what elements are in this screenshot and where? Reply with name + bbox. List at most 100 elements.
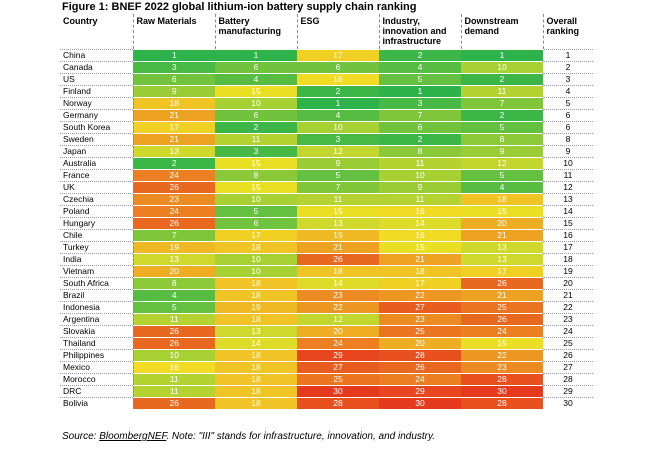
score-cell-battery-manufacturing: 18 (215, 349, 297, 362)
score-cell-downstream-demand: 13 (461, 241, 543, 254)
table-row: Finland 9 15 2 1 11 4 (60, 85, 593, 98)
table-row: Japan 13 3 12 8 9 9 (60, 145, 593, 158)
overall-rank-cell: 27 (543, 361, 593, 374)
score-cell-raw-materials: 26 (133, 337, 215, 350)
score-cell-esg: 22 (297, 301, 379, 314)
score-cell-raw-materials: 5 (133, 301, 215, 314)
table-row: Thailand 26 14 24 20 15 25 (60, 337, 593, 350)
overall-rank-cell: 29 (543, 385, 593, 398)
score-cell-raw-materials: 2 (133, 157, 215, 170)
country-cell-bolivia: Bolivia (60, 397, 134, 409)
score-cell-raw-materials: 6 (133, 73, 215, 86)
score-cell-battery-manufacturing: 1 (215, 49, 297, 62)
score-cell-industry-innovation: 27 (379, 301, 461, 314)
score-cell-downstream-demand: 12 (461, 157, 543, 170)
country-cell-drc: DRC (60, 385, 134, 398)
score-cell-downstream-demand: 17 (461, 265, 543, 278)
header-downstream-demand: Downstream demand (461, 14, 544, 50)
overall-rank-cell: 15 (543, 217, 593, 230)
table-row: China 1 1 17 2 1 1 (60, 49, 593, 62)
country-cell-poland: Poland (60, 205, 134, 218)
score-cell-esg: 17 (297, 49, 379, 62)
country-cell-philippines: Philippines (60, 349, 134, 362)
country-cell-argentina: Argentina (60, 313, 134, 326)
overall-rank-cell: 3 (543, 73, 593, 86)
score-cell-battery-manufacturing: 6 (215, 61, 297, 74)
table-row: Sweden 21 11 3 2 8 8 (60, 133, 593, 146)
score-cell-raw-materials: 11 (133, 373, 215, 386)
score-cell-battery-manufacturing: 10 (215, 253, 297, 266)
score-cell-battery-manufacturing: 4 (215, 73, 297, 86)
score-cell-downstream-demand: 5 (461, 169, 543, 182)
score-cell-esg: 5 (297, 169, 379, 182)
score-cell-raw-materials: 24 (133, 169, 215, 182)
table-row: Norway 18 10 1 3 7 5 (60, 97, 593, 110)
score-cell-industry-innovation: 25 (379, 325, 461, 338)
country-cell-japan: Japan (60, 145, 134, 158)
country-cell-slovakia: Slovakia (60, 325, 134, 338)
score-cell-raw-materials: 1 (133, 49, 215, 62)
score-cell-downstream-demand: 4 (461, 181, 543, 194)
score-cell-esg: 14 (297, 277, 379, 290)
score-cell-esg: 9 (297, 157, 379, 170)
score-cell-battery-manufacturing: 15 (215, 157, 297, 170)
score-cell-esg: 19 (297, 229, 379, 242)
country-cell-mexico: Mexico (60, 361, 134, 374)
score-cell-industry-innovation: 9 (379, 181, 461, 194)
overall-rank-cell: 11 (543, 169, 593, 182)
score-cell-raw-materials: 11 (133, 385, 215, 398)
score-cell-raw-materials: 16 (133, 361, 215, 374)
score-cell-downstream-demand: 30 (461, 385, 543, 398)
score-cell-esg: 27 (297, 361, 379, 374)
overall-rank-cell: 14 (543, 205, 593, 218)
country-cell-finland: Finland (60, 85, 134, 98)
score-cell-esg: 6 (297, 61, 379, 74)
table-row: France 24 8 5 10 5 11 (60, 169, 593, 182)
score-cell-raw-materials: 13 (133, 253, 215, 266)
score-cell-esg: 2 (297, 85, 379, 98)
score-cell-industry-innovation: 20 (379, 337, 461, 350)
table-row: Canada 3 6 6 4 10 2 (60, 61, 593, 74)
header-row: Country Raw Materials Battery manufactur… (60, 14, 593, 50)
overall-rank-cell: 23 (543, 313, 593, 326)
score-cell-raw-materials: 26 (133, 217, 215, 230)
figure-title: Figure 1: BNEF 2022 global lithium-ion b… (62, 1, 417, 13)
table-row: Bolivia 26 18 28 30 28 30 (60, 397, 593, 409)
score-cell-downstream-demand: 11 (461, 85, 543, 98)
table-row: Czechia 23 10 11 11 18 13 (60, 193, 593, 206)
score-cell-raw-materials: 9 (133, 85, 215, 98)
score-cell-industry-innovation: 2 (379, 133, 461, 146)
score-cell-battery-manufacturing: 11 (215, 133, 297, 146)
score-cell-esg: 16 (297, 73, 379, 86)
score-cell-industry-innovation: 18 (379, 265, 461, 278)
country-cell-france: France (60, 169, 134, 182)
score-cell-raw-materials: 7 (133, 229, 215, 242)
table-row: UK 26 15 7 9 4 12 (60, 181, 593, 194)
score-cell-downstream-demand: 7 (461, 97, 543, 110)
score-cell-battery-manufacturing: 18 (215, 289, 297, 302)
country-cell-china: China (60, 49, 134, 62)
table-row: Philippines 10 18 29 28 22 26 (60, 349, 593, 362)
score-cell-downstream-demand: 26 (461, 277, 543, 290)
overall-rank-cell: 6 (543, 109, 593, 122)
score-cell-battery-manufacturing: 15 (215, 181, 297, 194)
table-row: South Africa 8 18 14 17 26 20 (60, 277, 593, 290)
score-cell-battery-manufacturing: 13 (215, 325, 297, 338)
score-cell-industry-innovation: 11 (379, 193, 461, 206)
table-row: Turkey 19 18 21 15 13 17 (60, 241, 593, 254)
country-cell-czechia: Czechia (60, 193, 134, 206)
score-cell-esg: 25 (297, 373, 379, 386)
country-cell-us: US (60, 73, 134, 86)
overall-rank-cell: 19 (543, 265, 593, 278)
overall-rank-cell: 30 (543, 397, 593, 409)
ranking-table-container: Country Raw Materials Battery manufactur… (60, 14, 593, 409)
overall-rank-cell: 12 (543, 181, 593, 194)
score-cell-battery-manufacturing: 19 (215, 301, 297, 314)
country-cell-sweden: Sweden (60, 133, 134, 146)
score-cell-downstream-demand: 10 (461, 61, 543, 74)
score-cell-esg: 28 (297, 397, 379, 409)
score-cell-industry-innovation: 22 (379, 289, 461, 302)
score-cell-esg: 12 (297, 145, 379, 158)
score-cell-esg: 3 (297, 133, 379, 146)
score-cell-downstream-demand: 25 (461, 301, 543, 314)
